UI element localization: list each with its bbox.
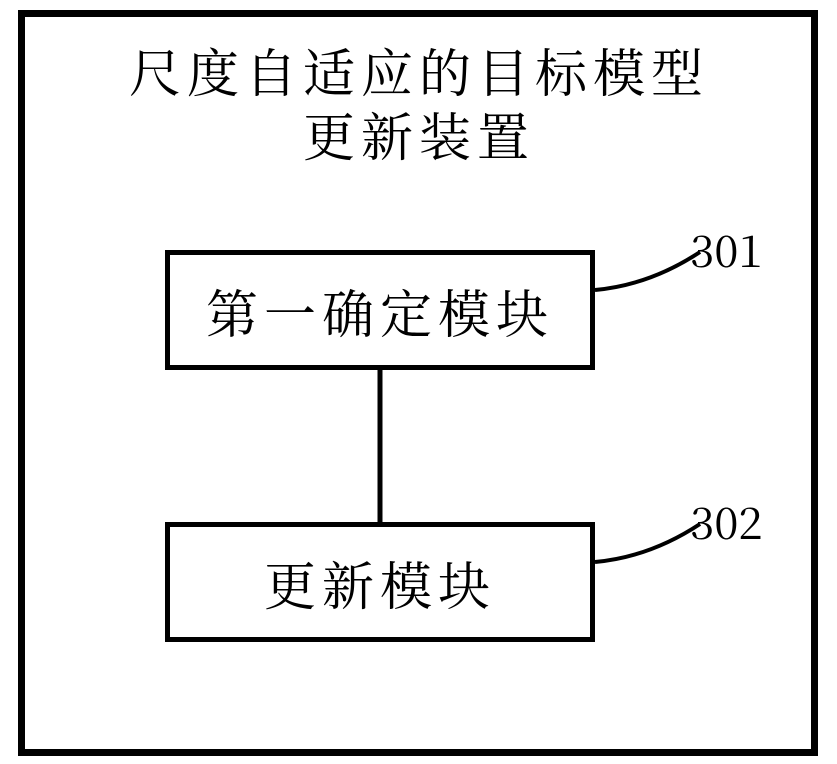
- leader-302-path: [595, 524, 700, 562]
- label-302: 302: [690, 488, 763, 552]
- label-302-text: 302: [690, 488, 763, 552]
- leader-302: [0, 0, 837, 764]
